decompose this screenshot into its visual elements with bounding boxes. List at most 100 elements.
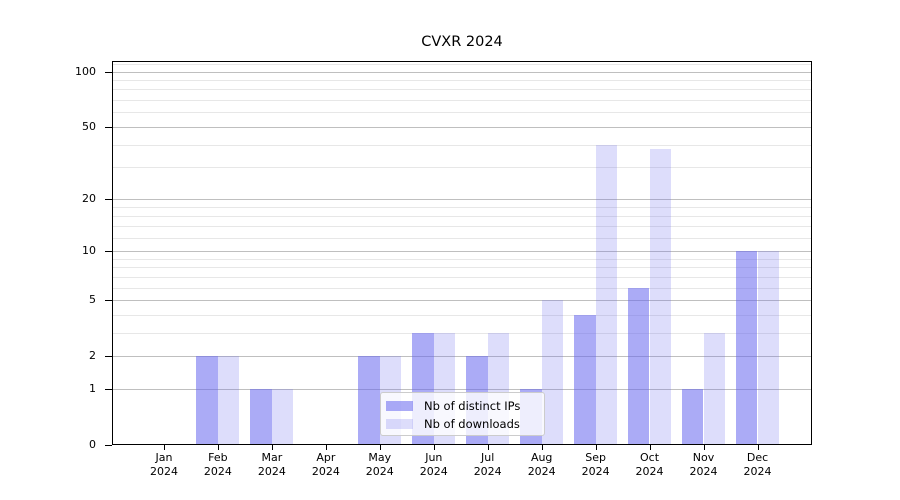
- minor-gridline: [113, 314, 811, 316]
- y-tick-label: 5: [89, 293, 96, 306]
- x-tick: [703, 445, 705, 450]
- bar-distinct-ips-mar: [250, 388, 272, 445]
- x-tick-month: Jul: [481, 451, 495, 464]
- legend-item-downloads: Nb of downloads: [381, 415, 544, 433]
- x-tick-month: Apr: [316, 451, 336, 464]
- x-tick-label: Aug 2024: [512, 451, 572, 479]
- x-tick-month: Nov: [692, 451, 715, 464]
- x-tick-month: Jan: [155, 451, 173, 464]
- x-tick-year: 2024: [203, 465, 232, 478]
- y-tick: [105, 251, 112, 252]
- x-tick: [325, 445, 327, 450]
- x-tick-label: Mar 2024: [242, 451, 302, 479]
- x-tick-month: May: [368, 451, 392, 464]
- x-tick-label: Apr 2024: [296, 451, 356, 479]
- bar-downloads-feb: [217, 356, 240, 445]
- major-gridline: [113, 300, 811, 301]
- major-gridline: [113, 198, 811, 200]
- x-tick-month: Sep: [585, 451, 606, 464]
- x-tick-month: Aug: [530, 451, 553, 464]
- bar-distinct-ips-oct: [627, 287, 650, 445]
- minor-gridline: [113, 267, 811, 269]
- x-tick-month: Dec: [746, 451, 769, 464]
- x-tick-label: Dec 2024: [728, 451, 788, 479]
- y-tick-label: 10: [82, 244, 96, 257]
- major-gridline: [113, 126, 811, 128]
- x-tick-month: Feb: [208, 451, 228, 464]
- x-tick: [541, 445, 543, 450]
- x-tick: [649, 445, 651, 450]
- x-tick: [595, 445, 597, 450]
- legend-swatch-downloads: [386, 419, 413, 429]
- major-gridline: [113, 388, 811, 390]
- minor-gridline: [113, 167, 811, 169]
- x-tick: [487, 445, 489, 450]
- bar-distinct-ips-may: [358, 356, 380, 445]
- x-tick: [164, 445, 165, 450]
- bar-distinct-ips-feb: [196, 356, 218, 445]
- x-tick: [433, 445, 435, 450]
- x-tick: [217, 445, 219, 450]
- x-tick-year: 2024: [473, 465, 502, 478]
- y-tick-label: 50: [82, 119, 96, 133]
- x-tick-month: Oct: [639, 451, 660, 464]
- plot-area: [112, 61, 812, 445]
- x-tick-month: Mar: [261, 451, 283, 464]
- y-tick: [105, 126, 112, 128]
- x-tick: [757, 445, 759, 450]
- x-tick-year: 2024: [743, 465, 772, 478]
- major-gridline: [113, 71, 811, 73]
- x-tick-year: 2024: [419, 465, 448, 478]
- legend-label-downloads: Nb of downloads: [424, 417, 520, 431]
- y-tick: [105, 300, 112, 301]
- minor-gridline: [113, 225, 811, 227]
- bar-downloads-dec: [757, 251, 780, 445]
- y-tick-label: 0: [89, 438, 96, 451]
- x-tick-label: Jul 2024: [458, 451, 518, 479]
- minor-gridline: [113, 89, 811, 91]
- minor-gridline: [113, 258, 811, 260]
- bar-downloads-mar: [271, 388, 294, 445]
- y-tick: [105, 356, 112, 358]
- y-tick-label: 100: [75, 64, 96, 78]
- x-tick-label: Nov 2024: [674, 451, 734, 479]
- x-tick-year: 2024: [527, 465, 556, 478]
- minor-gridline: [113, 80, 811, 81]
- minor-gridline: [113, 215, 811, 217]
- y-tick-label: 2: [89, 349, 96, 363]
- bar-distinct-ips-dec: [735, 251, 758, 445]
- x-tick-month: Jun: [425, 451, 443, 464]
- y-tick: [105, 388, 112, 390]
- x-tick-year: 2024: [581, 465, 610, 478]
- x-tick: [271, 445, 273, 450]
- x-tick: [379, 445, 381, 450]
- legend-swatch-distinct-ips: [386, 401, 413, 411]
- x-tick-label: Feb 2024: [188, 451, 248, 479]
- x-tick-label: Jun 2024: [404, 451, 464, 479]
- bar-downloads-oct: [649, 148, 672, 445]
- minor-gridline: [113, 206, 811, 208]
- bar-downloads-sep: [595, 144, 618, 445]
- legend: Nb of distinct IPs Nb of downloads: [380, 392, 545, 436]
- major-gridline: [113, 356, 811, 358]
- minor-gridline: [113, 332, 811, 334]
- minor-gridline: [113, 144, 811, 146]
- x-tick-year: 2024: [635, 465, 664, 478]
- minor-gridline: [113, 237, 811, 239]
- x-tick-year: 2024: [150, 465, 178, 478]
- minor-gridline: [113, 287, 811, 289]
- chart-title: CVXR 2024: [421, 34, 503, 50]
- legend-label-distinct-ips: Nb of distinct IPs: [424, 399, 521, 413]
- y-tick: [105, 71, 112, 73]
- x-tick-label: Oct 2024: [620, 451, 680, 479]
- x-tick-label: Jan 2024: [134, 451, 194, 479]
- minor-gridline: [113, 64, 811, 65]
- x-tick-year: 2024: [311, 465, 340, 478]
- x-tick-label: Sep 2024: [566, 451, 626, 479]
- bar-distinct-ips-sep: [574, 314, 596, 445]
- minor-gridline: [113, 112, 811, 114]
- bar-downloads-nov: [703, 332, 726, 445]
- x-tick-year: 2024: [365, 465, 394, 478]
- bar-downloads-aug: [541, 300, 564, 445]
